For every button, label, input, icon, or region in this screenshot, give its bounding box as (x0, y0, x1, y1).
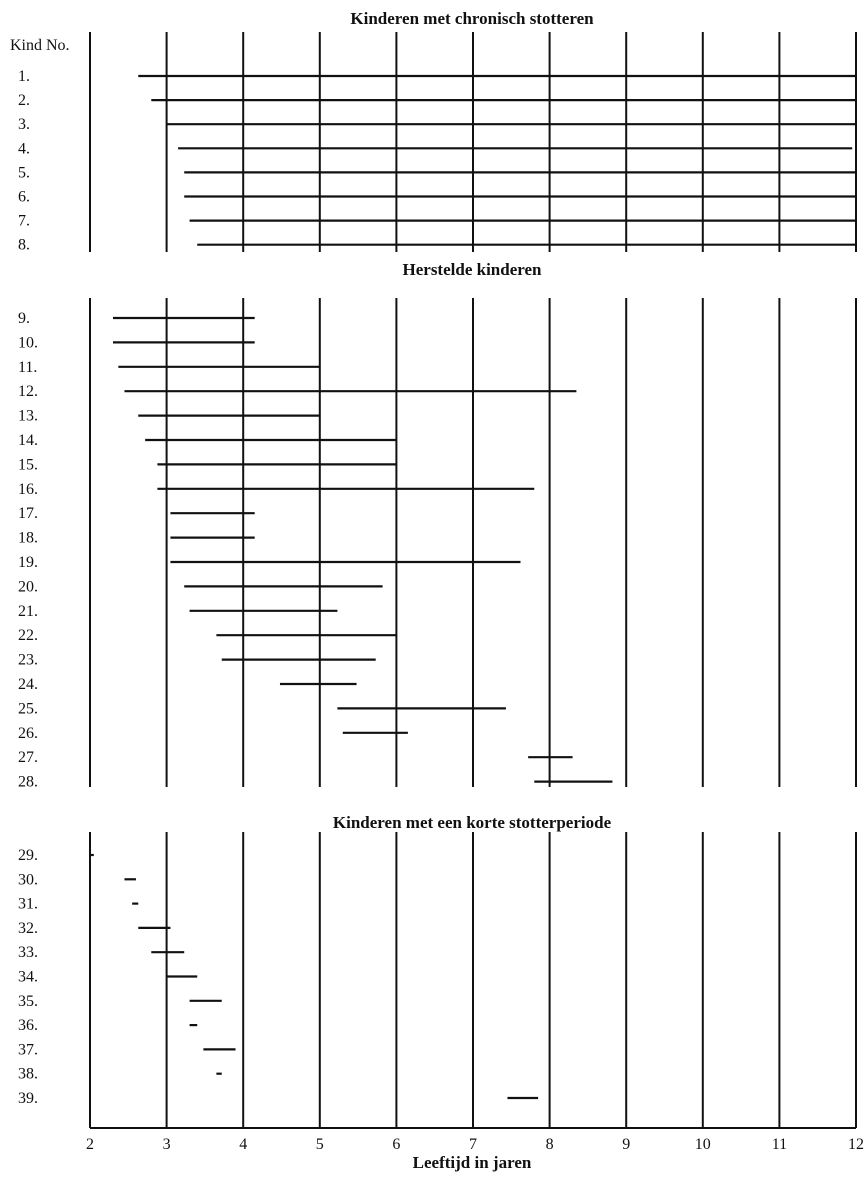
tick-label: 7 (469, 1136, 477, 1153)
row-label: 32. (18, 920, 38, 937)
row-label: 39. (18, 1090, 38, 1107)
row-label: 18. (18, 530, 38, 547)
row-label: 30. (18, 871, 38, 888)
row-label: 5. (18, 164, 30, 181)
row-label: 27. (18, 749, 38, 766)
tick-label: 9 (622, 1136, 630, 1153)
tick-label: 4 (239, 1136, 247, 1153)
row-label: 6. (18, 189, 30, 206)
x-axis-label: Leeftijd in jaren (413, 1153, 532, 1172)
row-label: 13. (18, 408, 38, 425)
row-label: 12. (18, 383, 38, 400)
row-label: 1. (18, 68, 30, 85)
row-label: 14. (18, 432, 38, 449)
row-label: 19. (18, 554, 38, 571)
tick-label: 3 (163, 1136, 171, 1153)
row-label: 24. (18, 676, 38, 693)
row-label: 8. (18, 237, 30, 254)
panel-title: Herstelde kinderen (403, 260, 543, 279)
row-label: 2. (18, 92, 30, 109)
row-label: 21. (18, 603, 38, 620)
row-label: 26. (18, 725, 38, 742)
row-header: Kind No. (10, 37, 70, 54)
row-label: 15. (18, 456, 38, 473)
row-label: 25. (18, 700, 38, 717)
row-label: 38. (18, 1066, 38, 1083)
row-label: 20. (18, 578, 38, 595)
row-label: 9. (18, 310, 30, 327)
tick-label: 11 (772, 1136, 787, 1153)
row-label: 10. (18, 334, 38, 351)
row-label: 22. (18, 627, 38, 644)
row-label: 35. (18, 993, 38, 1010)
row-label: 23. (18, 652, 38, 669)
row-label: 3. (18, 116, 30, 133)
tick-label: 12 (848, 1136, 864, 1153)
row-label: 37. (18, 1041, 38, 1058)
row-label: 28. (18, 774, 38, 791)
tick-label: 2 (86, 1136, 94, 1153)
row-label: 36. (18, 1017, 38, 1034)
row-label: 33. (18, 944, 38, 961)
panel-title: Kinderen met chronisch stotteren (350, 9, 594, 28)
row-label: 7. (18, 213, 30, 230)
row-label: 16. (18, 481, 38, 498)
row-label: 29. (18, 847, 38, 864)
panel-title: Kinderen met een korte stotterperiode (333, 813, 612, 832)
row-label: 31. (18, 896, 38, 913)
row-label: 34. (18, 969, 38, 986)
tick-label: 6 (392, 1136, 400, 1153)
row-label: 4. (18, 140, 30, 157)
row-label: 11. (18, 359, 37, 376)
tick-label: 10 (695, 1136, 711, 1153)
row-label: 17. (18, 505, 38, 522)
tick-label: 8 (546, 1136, 554, 1153)
tick-label: 5 (316, 1136, 324, 1153)
